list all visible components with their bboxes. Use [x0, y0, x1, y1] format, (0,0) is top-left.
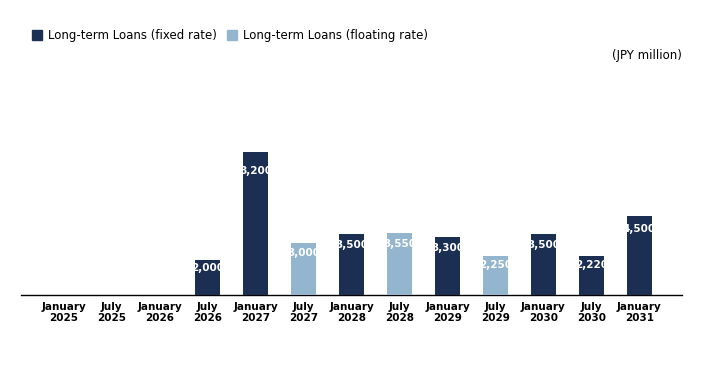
Bar	[435, 237, 460, 295]
Bar	[387, 233, 412, 295]
Text: 8,200: 8,200	[239, 166, 272, 176]
Bar	[531, 234, 556, 295]
Bar	[339, 234, 364, 295]
Text: 2,220: 2,220	[575, 260, 608, 270]
Text: 4,500: 4,500	[623, 224, 656, 234]
Bar	[291, 243, 316, 295]
Text: 3,300: 3,300	[431, 243, 464, 253]
Bar	[579, 256, 604, 295]
Bar	[243, 152, 268, 295]
Text: 2,000: 2,000	[191, 263, 224, 273]
Bar	[627, 216, 652, 295]
Text: 2,250: 2,250	[479, 260, 512, 270]
Text: 3,550: 3,550	[383, 239, 416, 249]
Legend: Long-term Loans (fixed rate), Long-term Loans (floating rate): Long-term Loans (fixed rate), Long-term …	[27, 24, 433, 46]
Bar	[483, 256, 508, 295]
Text: 3,500: 3,500	[527, 240, 560, 250]
Bar	[195, 260, 220, 295]
Text: (JPY million): (JPY million)	[612, 49, 682, 62]
Text: 3,500: 3,500	[335, 240, 368, 250]
Text: 3,000: 3,000	[287, 248, 320, 258]
